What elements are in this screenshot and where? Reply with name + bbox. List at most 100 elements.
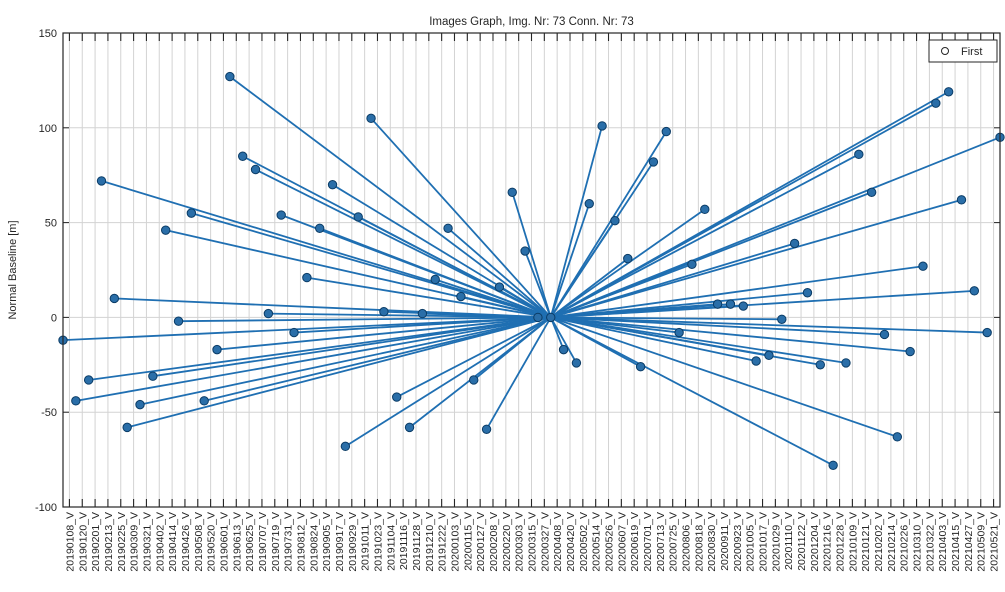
x-tick-label: 20201110_V xyxy=(783,512,795,570)
connection-line xyxy=(396,316,552,398)
y-tick-label: 50 xyxy=(45,218,57,230)
connection-line xyxy=(550,316,885,336)
image-point xyxy=(623,253,633,264)
x-tick-label: 20210322_V xyxy=(924,512,936,572)
x-tick-label: 20200115_V xyxy=(462,512,474,571)
connection-line xyxy=(75,316,551,402)
x-tick-label: 20191222_V xyxy=(437,512,449,572)
image-point xyxy=(443,223,453,233)
x-tick-label: 20200315_V xyxy=(527,512,539,572)
image-point xyxy=(379,307,389,317)
x-tick-label: 20200420_V xyxy=(565,512,577,572)
x-tick-label: 20191210_V xyxy=(424,512,436,572)
legend-marker-icon xyxy=(941,47,949,55)
connection-line xyxy=(434,278,552,319)
y-tick-label: 0 xyxy=(51,312,57,324)
image-point xyxy=(815,360,826,370)
x-tick-label: 20200830_V xyxy=(706,512,718,572)
x-tick-label: 20200502_V xyxy=(578,512,590,572)
x-tick-label: 20190508_V xyxy=(193,512,205,572)
image-point xyxy=(481,424,492,434)
image-point xyxy=(289,327,299,338)
image-point xyxy=(725,299,736,309)
connection-line xyxy=(306,276,551,319)
image-point xyxy=(135,399,145,410)
image-point xyxy=(841,358,851,368)
x-tick-label: 20200701_V xyxy=(642,512,654,572)
x-tick-label: 20190707_V xyxy=(257,512,269,572)
image-point xyxy=(96,176,107,186)
image-point xyxy=(956,195,967,205)
image-point xyxy=(186,208,197,218)
image-point xyxy=(943,87,954,97)
image-point xyxy=(712,299,723,309)
image-point xyxy=(687,259,697,270)
x-tick-label: 20190108_V xyxy=(64,512,76,572)
image-point xyxy=(546,312,556,323)
x-tick-label: 20210121_V xyxy=(860,512,872,572)
image-point xyxy=(173,316,184,326)
grid-layer xyxy=(63,32,1000,508)
image-point xyxy=(610,216,620,226)
x-tick-label: 20190321_V xyxy=(141,512,153,572)
image-point xyxy=(892,432,903,442)
x-tick-label: 20190824_V xyxy=(308,512,320,572)
x-tick-label: 20210202_V xyxy=(873,512,885,572)
x-tick-label: 20191023_V xyxy=(372,512,384,572)
connection-line xyxy=(550,265,924,319)
connection-line xyxy=(229,75,552,319)
connection-line xyxy=(498,286,552,319)
connection-line xyxy=(473,316,552,381)
x-tick-label: 20210214_V xyxy=(886,512,898,572)
x-tick-label: 20190426_V xyxy=(180,512,192,572)
image-point xyxy=(982,327,992,338)
image-point xyxy=(83,375,94,385)
connection-line xyxy=(550,316,834,467)
connection-line xyxy=(139,316,551,406)
x-tick-label: 20190905_V xyxy=(321,512,333,572)
connection-line xyxy=(550,316,911,353)
x-tick-label: 20210226_V xyxy=(899,512,911,572)
x-tick-label: 20191128_V xyxy=(411,512,423,571)
x-tick-label: 20200713_V xyxy=(655,512,667,572)
x-tick-label: 20201122_V xyxy=(796,512,808,571)
image-point xyxy=(507,187,517,197)
image-point xyxy=(302,272,312,283)
connection-line xyxy=(422,312,551,319)
image-point xyxy=(905,346,915,357)
image-point xyxy=(764,350,774,361)
connection-line xyxy=(88,316,551,381)
x-tick-label: 20200607_V xyxy=(616,512,628,572)
x-tick-label: 20210310_V xyxy=(912,512,924,572)
connection-line xyxy=(485,316,552,430)
image-point xyxy=(237,151,248,161)
connection-line xyxy=(550,316,847,364)
image-point xyxy=(494,282,505,292)
x-tick-label: 20200327_V xyxy=(539,512,551,572)
image-point xyxy=(160,225,171,235)
x-tick-label: 20200818_V xyxy=(693,512,705,572)
x-tick-label: 20200303_V xyxy=(514,512,526,572)
x-tick-label: 20200514_V xyxy=(591,512,603,572)
x-tick-label: 20190213_V xyxy=(103,512,115,572)
connection-line xyxy=(447,227,552,319)
x-tick-label: 20201029_V xyxy=(770,512,782,572)
x-tick-label: 20200127_V xyxy=(475,512,487,572)
connection-line xyxy=(152,316,551,378)
axes: 20190108_V 20190120_V 20190201_V 20190213_V… xyxy=(35,28,1001,572)
x-tick-label: 20200220_V xyxy=(501,512,513,572)
x-tick-label: 20200103_V xyxy=(449,512,461,572)
y-tick-label: -100 xyxy=(35,502,57,514)
image-point xyxy=(520,246,530,256)
x-tick-label: 20190613_V xyxy=(231,512,243,572)
image-point xyxy=(148,371,158,381)
x-tick-label: 20190225_V xyxy=(116,512,128,572)
x-tick-label: 20200526_V xyxy=(604,512,616,572)
image-point xyxy=(777,314,787,324)
x-tick-label: 20190402_V xyxy=(154,512,166,572)
image-point xyxy=(751,356,761,366)
x-tick-label: 20200911_V xyxy=(719,512,731,571)
image-point xyxy=(225,71,235,82)
connection-line xyxy=(549,131,668,318)
